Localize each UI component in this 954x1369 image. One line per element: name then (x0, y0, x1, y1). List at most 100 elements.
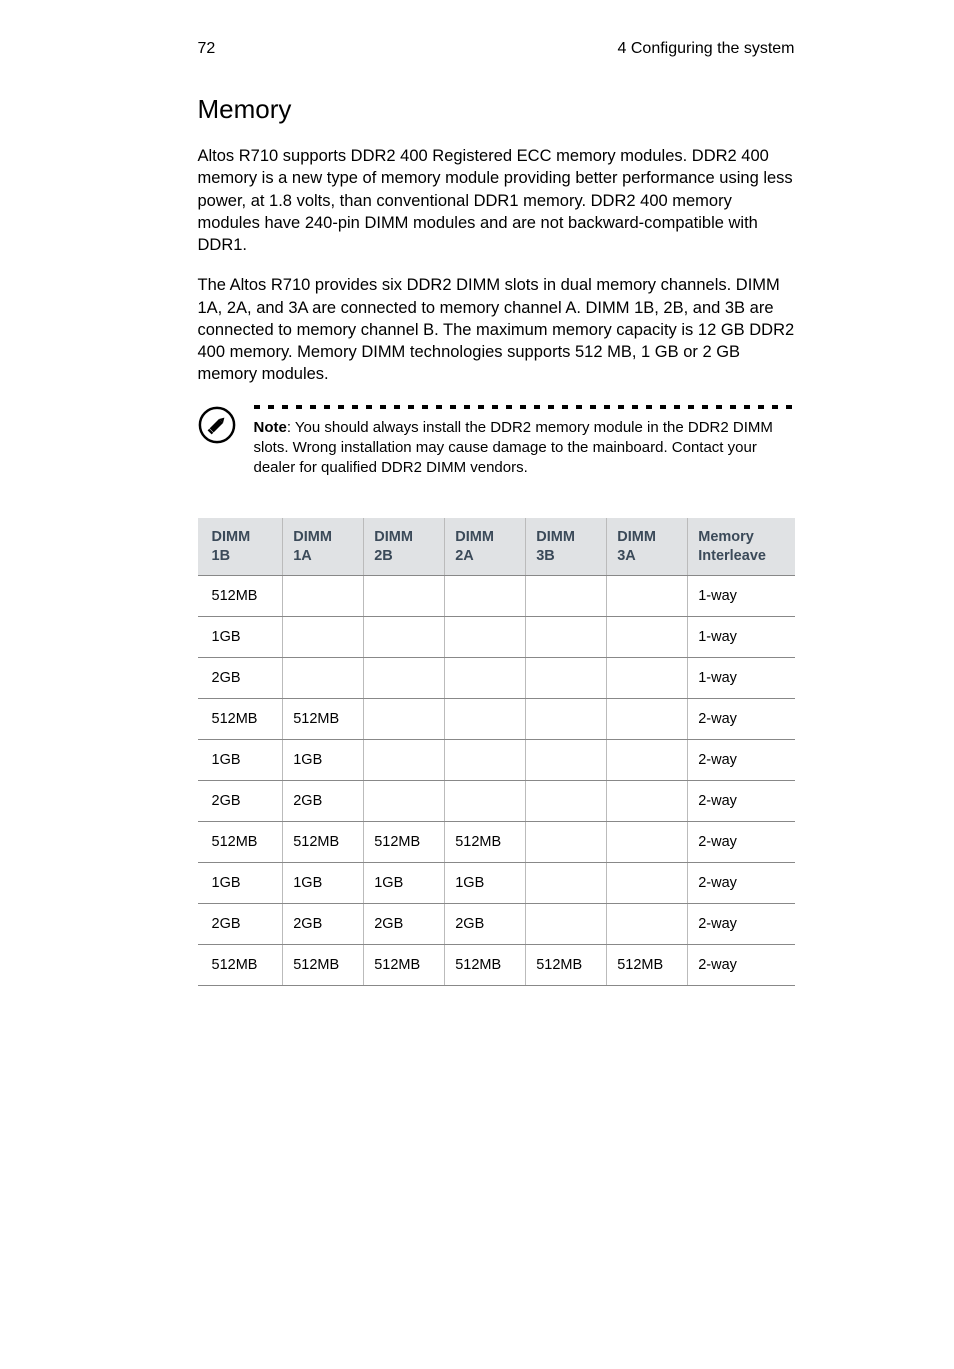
table-cell (607, 739, 688, 780)
table-cell: 1GB (364, 862, 445, 903)
note-text: Note: You should always install the DDR2… (254, 418, 795, 479)
col-dimm-2b: DIMM2B (364, 518, 445, 575)
note-content: Note: You should always install the DDR2… (254, 404, 795, 479)
pencil-note-icon (198, 406, 242, 449)
table-cell: 2-way (688, 903, 795, 944)
table-cell (283, 575, 364, 616)
table-cell: 1GB (198, 739, 283, 780)
table-cell: 512MB (283, 821, 364, 862)
table-cell (364, 780, 445, 821)
section-title: 4 Configuring the system (618, 40, 795, 58)
table-cell: 2GB (198, 657, 283, 698)
table-cell (364, 657, 445, 698)
page: 72 4 Configuring the system Memory Altos… (90, 0, 865, 1046)
table-row: 2GB 1-way (198, 657, 795, 698)
table-cell: 2GB (198, 903, 283, 944)
table-row: 512MB1-way (198, 575, 795, 616)
col-memory-interleave: MemoryInterleave (688, 518, 795, 575)
table-cell (607, 780, 688, 821)
table-cell: 2GB (445, 903, 526, 944)
table-cell: 512MB (198, 698, 283, 739)
table-cell: 1GB (283, 739, 364, 780)
table-cell: 512MB (198, 575, 283, 616)
memory-table: DIMM1B DIMM1A DIMM2B DIMM2A DIMM3B DIMM3… (198, 518, 795, 985)
table-cell: 512MB (283, 944, 364, 985)
table-cell: 1GB (283, 862, 364, 903)
table-row: 1GB 1-way (198, 616, 795, 657)
table-cell (607, 903, 688, 944)
table-cell (607, 862, 688, 903)
table-cell (445, 780, 526, 821)
table-cell: 512MB (364, 821, 445, 862)
table-cell: 512MB (364, 944, 445, 985)
table-cell (283, 616, 364, 657)
table-row: 1GB1GB 2-way (198, 739, 795, 780)
table-cell (526, 657, 607, 698)
table-cell (526, 739, 607, 780)
table-cell (607, 698, 688, 739)
table-cell (526, 862, 607, 903)
table-cell: 512MB (445, 944, 526, 985)
table-cell (364, 698, 445, 739)
paragraph-2: The Altos R710 provides six DDR2 DIMM sl… (198, 274, 795, 385)
table-cell: 2-way (688, 780, 795, 821)
table-cell (526, 780, 607, 821)
table-cell: 2-way (688, 739, 795, 780)
heading-memory: Memory (198, 94, 795, 125)
page-header: 72 4 Configuring the system (198, 40, 795, 58)
table-cell (364, 616, 445, 657)
table-cell (445, 575, 526, 616)
table-row: 1GB1GB1GB1GB2-way (198, 862, 795, 903)
table-header: DIMM1B DIMM1A DIMM2B DIMM2A DIMM3B DIMM3… (198, 518, 795, 575)
col-dimm-1a: DIMM1A (283, 518, 364, 575)
table-row: 512MB512MB 2-way (198, 698, 795, 739)
table-cell: 2GB (283, 780, 364, 821)
table-cell (526, 616, 607, 657)
dashed-divider (254, 404, 795, 410)
note-body: : You should always install the DDR2 mem… (254, 419, 773, 477)
col-dimm-3b: DIMM3B (526, 518, 607, 575)
table-cell: 2-way (688, 821, 795, 862)
table-cell: 512MB (526, 944, 607, 985)
table-row: 2GB2GB2GB2GB2-way (198, 903, 795, 944)
table-cell: 512MB (198, 944, 283, 985)
table-body: 512MB1-way1GB1-way2GB1-way512MB512MB2-wa… (198, 575, 795, 985)
table-cell (526, 698, 607, 739)
table-cell: 2GB (198, 780, 283, 821)
table-cell (364, 575, 445, 616)
table-cell (607, 575, 688, 616)
table-cell: 1GB (445, 862, 526, 903)
table-cell: 2-way (688, 698, 795, 739)
table-row: 512MB512MB512MB512MB2-way (198, 821, 795, 862)
table-cell: 512MB (283, 698, 364, 739)
table-cell (607, 616, 688, 657)
note-block: Note: You should always install the DDR2… (198, 404, 795, 479)
paragraph-1: Altos R710 supports DDR2 400 Registered … (198, 145, 795, 256)
table-cell: 2-way (688, 944, 795, 985)
table-cell (445, 739, 526, 780)
table-cell: 1-way (688, 657, 795, 698)
table-cell: 1GB (198, 616, 283, 657)
table-cell: 2-way (688, 862, 795, 903)
table-cell (283, 657, 364, 698)
table-cell: 2GB (364, 903, 445, 944)
table-cell (607, 821, 688, 862)
col-dimm-3a: DIMM3A (607, 518, 688, 575)
table-cell (445, 616, 526, 657)
table-cell: 512MB (445, 821, 526, 862)
note-label: Note (254, 419, 287, 436)
table-cell: 2GB (283, 903, 364, 944)
table-cell: 512MB (198, 821, 283, 862)
table-cell: 1-way (688, 616, 795, 657)
table-row: 512MB512MB512MB512MB512MB512MB2-way (198, 944, 795, 985)
table-cell (445, 698, 526, 739)
table-cell (526, 821, 607, 862)
table-row: 2GB2GB 2-way (198, 780, 795, 821)
table-cell (364, 739, 445, 780)
table-cell (607, 657, 688, 698)
col-dimm-2a: DIMM2A (445, 518, 526, 575)
table-cell (526, 575, 607, 616)
page-number: 72 (198, 40, 216, 58)
table-cell: 1GB (198, 862, 283, 903)
col-dimm-1b: DIMM1B (198, 518, 283, 575)
